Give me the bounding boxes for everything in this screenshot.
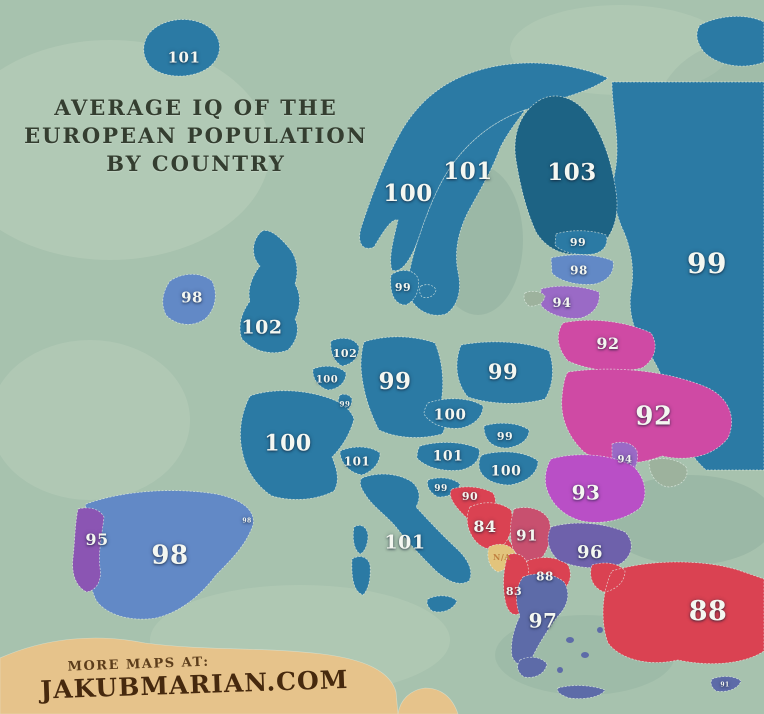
country-shape-latvia bbox=[550, 254, 614, 285]
title-line-3: BY COUNTRY bbox=[106, 151, 286, 176]
crimea-shape bbox=[648, 458, 688, 488]
country-shape-belarus bbox=[557, 319, 656, 372]
title-line-1: AVERAGE IQ OF THE bbox=[54, 95, 338, 120]
north-africa-shape bbox=[0, 637, 399, 714]
country-shape-bulgaria bbox=[547, 522, 632, 569]
tunisia-shape bbox=[397, 687, 459, 714]
country-shape-corsica bbox=[352, 525, 369, 555]
country-shape-turkey bbox=[590, 561, 764, 664]
country-shape-spain bbox=[83, 490, 254, 620]
country-shape-slovakia bbox=[483, 422, 530, 449]
country-shape-ireland bbox=[162, 273, 216, 325]
africa-landmass bbox=[0, 637, 459, 714]
title-line-2: EUROPEAN POPULATION bbox=[24, 123, 368, 148]
map-title: AVERAGE IQ OF THE EUROPEAN POPULATION BY… bbox=[18, 94, 374, 178]
country-shape-portugal bbox=[72, 507, 105, 593]
country-shape-romania bbox=[545, 454, 646, 523]
country-shape-crete bbox=[557, 685, 606, 699]
country-shape-lithuania bbox=[540, 285, 600, 319]
country-shape-czechia bbox=[423, 398, 484, 429]
country-shape-belgium bbox=[312, 365, 347, 391]
country-shape-sweden bbox=[408, 109, 526, 316]
country-shape-poland bbox=[456, 341, 553, 404]
country-shape-denmark bbox=[390, 270, 437, 306]
country-shape-ukraine bbox=[561, 368, 732, 464]
country-shape-netherlands bbox=[330, 337, 360, 367]
country-shape-iceland bbox=[143, 19, 220, 77]
country-shape-austria bbox=[416, 442, 480, 471]
country-shape-hungary bbox=[478, 451, 539, 486]
country-shape-uk bbox=[239, 230, 300, 353]
greek-islands bbox=[557, 627, 603, 673]
country-shape-switzerland bbox=[339, 446, 381, 476]
country-shape-france bbox=[240, 390, 355, 500]
country-shape-sardinia bbox=[351, 556, 371, 596]
country-shape-estonia bbox=[554, 230, 608, 255]
country-shape-italy bbox=[359, 473, 472, 584]
country-shape-sicily bbox=[426, 595, 458, 613]
country-shape-peloponnese bbox=[517, 656, 548, 678]
country-shapes bbox=[72, 15, 764, 699]
kaliningrad-shape bbox=[523, 290, 546, 307]
country-shape-cyprus bbox=[710, 676, 742, 692]
